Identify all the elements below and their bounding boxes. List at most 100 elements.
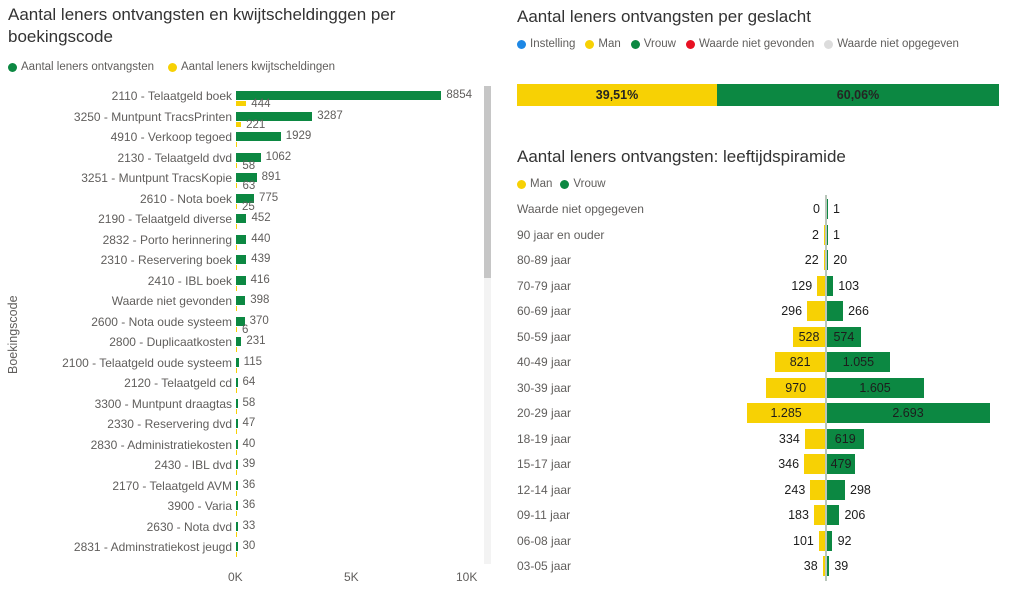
bar-ontvangsten[interactable] xyxy=(236,234,247,244)
gender-legend-item-1[interactable]: Man xyxy=(585,38,621,50)
bar-man[interactable] xyxy=(822,556,825,576)
bar-vrouw[interactable] xyxy=(826,530,833,551)
bar-ontvangsten[interactable] xyxy=(236,296,246,305)
bar-vrouw[interactable] xyxy=(826,505,839,525)
bar-ontvangsten[interactable] xyxy=(236,91,442,100)
bar-ontvangsten[interactable] xyxy=(236,357,239,367)
bar-kwijtscheldingen[interactable] xyxy=(236,162,238,168)
bar-ontvangsten[interactable] xyxy=(236,132,281,141)
booking-category-label: 2832 - Porto herinnering xyxy=(102,232,232,247)
bar-vrouw[interactable] xyxy=(826,454,856,474)
bar-vrouw[interactable] xyxy=(826,199,828,219)
bar-ontvangsten[interactable] xyxy=(236,193,254,203)
bar-ontvangsten[interactable] xyxy=(236,275,246,285)
bar-ontvangsten[interactable] xyxy=(236,480,238,490)
bar-man[interactable] xyxy=(775,352,825,372)
bar-man[interactable] xyxy=(824,224,825,245)
bar-vrouw[interactable] xyxy=(826,250,828,270)
bar-man[interactable] xyxy=(747,403,825,423)
bar-man[interactable] xyxy=(793,326,825,347)
booking-legend-item-0[interactable]: Aantal leners ontvangsten xyxy=(8,61,154,73)
pyramid-legend-item-1[interactable]: Vrouw xyxy=(560,178,606,190)
bar-man[interactable] xyxy=(810,479,825,500)
bar-vrouw[interactable] xyxy=(826,556,829,576)
bar-man[interactable] xyxy=(807,301,825,321)
bar-kwijtscheldingen[interactable] xyxy=(236,347,237,352)
bar-man-value: 346 xyxy=(778,457,800,471)
bar-kwijtscheldingen[interactable] xyxy=(236,470,237,475)
bar-man[interactable] xyxy=(818,530,825,551)
bar-man-value: 821 xyxy=(789,355,811,369)
bar-kwijtscheldingen[interactable] xyxy=(236,224,237,229)
bar-kwijtscheldingen[interactable] xyxy=(236,306,237,311)
bar-kwijtscheldingen[interactable] xyxy=(236,367,237,373)
bar-ontvangsten[interactable] xyxy=(236,111,313,121)
bar-kwijtscheldingen[interactable] xyxy=(236,388,237,393)
bar-man-value: 22 xyxy=(804,253,819,267)
bar-vrouw[interactable] xyxy=(826,275,833,296)
bar-vrouw-value: 39 xyxy=(834,559,849,573)
bar-ontvangsten[interactable] xyxy=(236,542,238,551)
bar-vrouw[interactable] xyxy=(826,301,843,321)
bar-ontvangsten[interactable] xyxy=(236,501,238,510)
bar-kwijtscheldingen[interactable] xyxy=(236,531,237,537)
booking-legend-item-1[interactable]: Aantal leners kwijtscheldingen xyxy=(167,61,335,73)
bar-kwijtscheldingen[interactable] xyxy=(236,203,237,209)
bar-ontvangsten[interactable] xyxy=(236,173,257,182)
bar-kwijtscheldingen[interactable] xyxy=(236,429,237,434)
bar-vrouw[interactable] xyxy=(826,326,862,347)
bar-ontvangsten[interactable] xyxy=(236,378,238,387)
gender-legend-item-3[interactable]: Waarde niet gevonden xyxy=(685,38,814,50)
bar-man-value: 528 xyxy=(798,329,820,344)
bar-kwijtscheldingen[interactable] xyxy=(236,408,237,414)
age-pyramid-panel: Aantal leners ontvangsten: leeftijdspira… xyxy=(516,130,1024,591)
bar-kwijtscheldingen[interactable] xyxy=(236,326,237,332)
bar-ontvangsten[interactable] xyxy=(236,521,238,531)
pyramid-legend-item-0[interactable]: Man xyxy=(517,178,552,190)
bar-ontvangsten[interactable] xyxy=(236,460,238,469)
bar-vrouw[interactable] xyxy=(826,377,924,398)
bar-ontvangsten[interactable] xyxy=(236,214,247,223)
bar-vrouw[interactable] xyxy=(826,428,864,449)
bar-kwijtscheldingen[interactable] xyxy=(236,121,242,127)
bar-ontvangsten[interactable] xyxy=(236,439,238,449)
bar-kwijtscheldingen[interactable] xyxy=(236,101,247,106)
bar-man[interactable] xyxy=(766,377,825,398)
gender-segment-vrouw[interactable]: 60,06% xyxy=(717,84,999,106)
bar-kwijtscheldingen[interactable] xyxy=(236,449,237,455)
bar-man[interactable] xyxy=(804,454,825,474)
bar-ontvangsten[interactable] xyxy=(236,337,242,346)
gender-legend-item-4[interactable]: Waarde niet opgegeven xyxy=(824,38,959,50)
bar-ontvangsten[interactable] xyxy=(236,419,238,428)
bar-kwijtscheldingen[interactable] xyxy=(236,265,237,270)
bar-kwijtscheldingen[interactable] xyxy=(236,552,237,557)
bar-vrouw[interactable] xyxy=(826,352,891,372)
bar-ontvangsten[interactable] xyxy=(236,398,238,408)
bar-kwijtscheldingen[interactable] xyxy=(236,285,237,291)
bar-kwijtscheldingen[interactable] xyxy=(236,142,237,147)
bar-kwijtscheldingen[interactable] xyxy=(236,511,237,516)
bar-man[interactable] xyxy=(823,250,825,270)
bar-ontvangsten[interactable] xyxy=(236,255,247,264)
bar-ontvangsten[interactable] xyxy=(236,316,245,326)
gender-legend-label-0: Instelling xyxy=(530,38,576,50)
bar-ontvangsten[interactable] xyxy=(236,152,261,162)
gender-legend-label-4: Waarde niet opgegeven xyxy=(837,38,959,50)
bar-kwijtscheldingen[interactable] xyxy=(236,183,238,188)
bar-man[interactable] xyxy=(817,275,825,296)
bar-kwijtscheldingen[interactable] xyxy=(236,490,237,496)
bar-vrouw[interactable] xyxy=(826,224,828,245)
gender-segment-man[interactable]: 39,51% xyxy=(517,84,718,106)
bar-man[interactable] xyxy=(813,505,825,525)
gender-chart-title: Aantal leners ontvangsten per geslacht xyxy=(517,7,811,26)
bar-vrouw[interactable] xyxy=(826,479,845,500)
gender-chart-panel: Aantal leners ontvangsten per geslacht I… xyxy=(516,0,1024,122)
booking-category-label: 3900 - Varia xyxy=(167,499,232,513)
bar-man[interactable] xyxy=(804,428,825,449)
bar-kwijtscheldingen[interactable] xyxy=(236,244,237,250)
bar-vrouw[interactable] xyxy=(826,403,990,423)
chart-scrollbar-thumb[interactable] xyxy=(484,86,491,278)
gender-legend-item-2[interactable]: Vrouw xyxy=(630,38,676,50)
chart-scrollbar-track[interactable] xyxy=(484,86,491,564)
gender-legend-item-0[interactable]: Instelling xyxy=(517,38,575,50)
